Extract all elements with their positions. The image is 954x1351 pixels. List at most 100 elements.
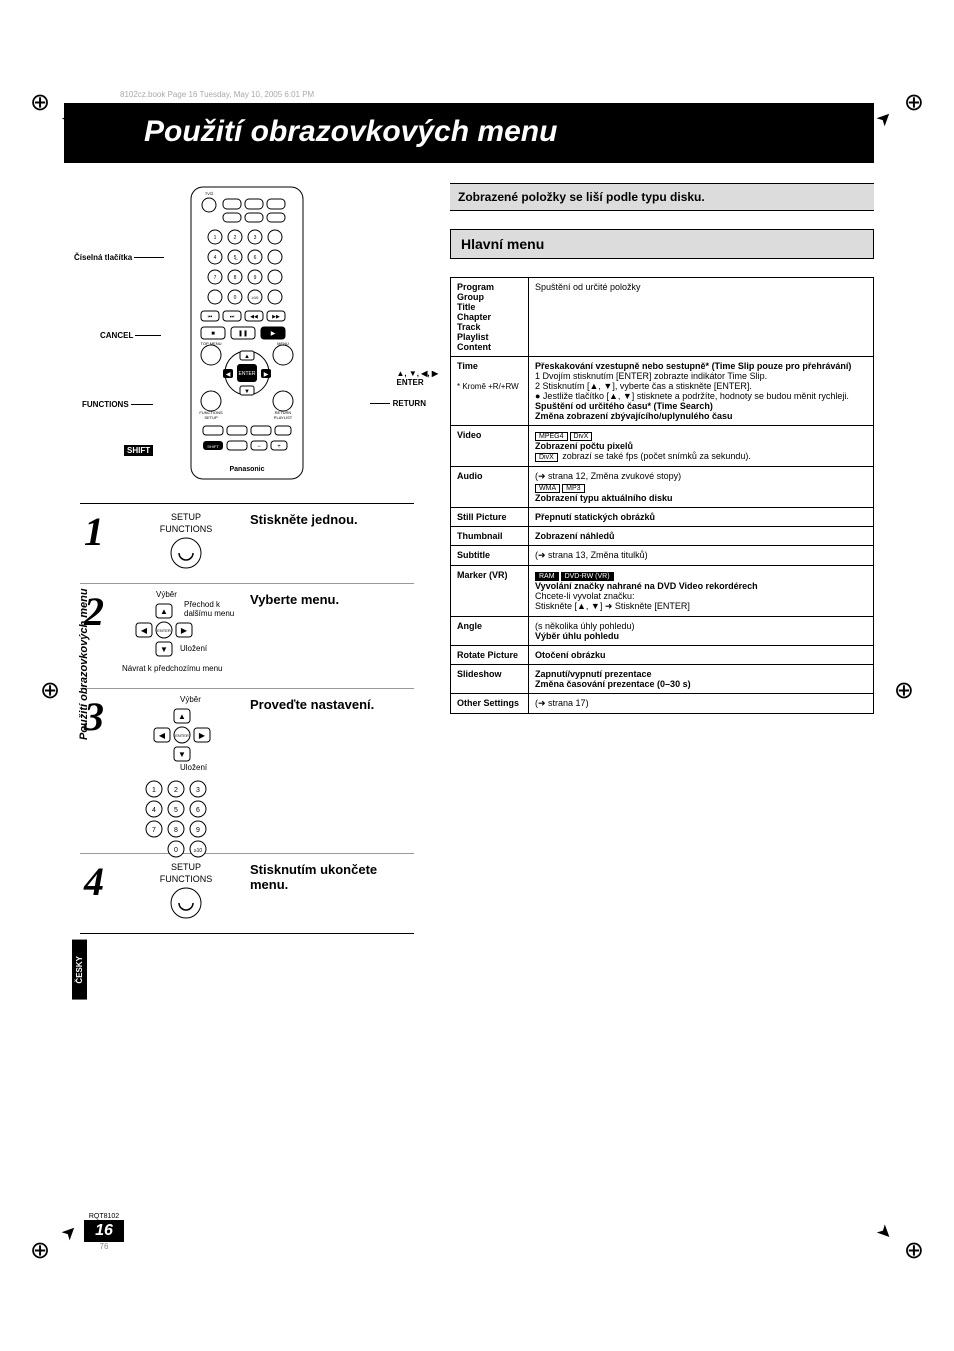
step-1: 1 SETUP FUNCTIONS Stiskněte jednou. bbox=[80, 504, 414, 584]
table-label: Thumbnail bbox=[451, 527, 529, 546]
table-body: Zapnutí/vypnutí prezentaceZměna časování… bbox=[529, 665, 874, 694]
svg-text:4: 4 bbox=[152, 807, 156, 814]
svg-text:◀◀: ◀◀ bbox=[250, 314, 258, 320]
page-meta: 8102cz.book Page 16 Tuesday, May 10, 200… bbox=[120, 90, 874, 99]
reg-mark-icon: ⊕ bbox=[894, 676, 914, 705]
svg-text:▲: ▲ bbox=[244, 354, 250, 360]
table-row: Time* Kromě +R/+RWPřeskakování vzestupně… bbox=[451, 357, 874, 426]
svg-text:▶: ▶ bbox=[181, 626, 188, 635]
step3-store: Uložení bbox=[180, 763, 207, 772]
svg-text:8: 8 bbox=[234, 275, 237, 281]
svg-text:ENTER: ENTER bbox=[239, 371, 256, 377]
step-number: 4 bbox=[84, 860, 122, 927]
reg-mark-icon: ⊕ bbox=[904, 88, 924, 117]
step-4: 4 SETUP FUNCTIONS Stisknutím ukončete me… bbox=[80, 854, 414, 934]
svg-text:5: 5 bbox=[174, 807, 178, 814]
svg-text:◀: ◀ bbox=[226, 372, 231, 378]
table-label: Time* Kromě +R/+RW bbox=[451, 357, 529, 426]
svg-text:+: + bbox=[277, 444, 281, 450]
svg-text:◀: ◀ bbox=[159, 731, 166, 740]
table-label: Angle bbox=[451, 617, 529, 646]
page-footer: RQT8102 16 76 bbox=[84, 1213, 124, 1251]
svg-text:▶: ▶ bbox=[264, 372, 269, 378]
step4-caption1: SETUP bbox=[122, 862, 250, 872]
svg-text:◀: ◀ bbox=[141, 626, 148, 635]
svg-text:SETUP: SETUP bbox=[204, 415, 218, 420]
svg-text:▶: ▶ bbox=[271, 331, 276, 337]
svg-text:3: 3 bbox=[254, 235, 257, 241]
svg-text:6: 6 bbox=[254, 255, 257, 261]
step2-instruction: Vyberte menu. bbox=[250, 590, 410, 682]
table-body: RAMDVD-RW (VR)Vyvolání značky nahrané na… bbox=[529, 566, 874, 617]
svg-text:9: 9 bbox=[196, 827, 200, 834]
table-row: VideoMPEG4DivXZobrazení počtu pixelůDivX… bbox=[451, 426, 874, 467]
table-row: ProgramGroupTitleChapterTrackPlaylistCon… bbox=[451, 278, 874, 357]
reg-mark-icon: ⊕ bbox=[30, 88, 50, 117]
step1-caption1: SETUP bbox=[122, 512, 250, 522]
svg-text:▲: ▲ bbox=[178, 712, 186, 721]
table-label: ProgramGroupTitleChapterTrackPlaylistCon… bbox=[451, 278, 529, 357]
callout-shift: SHIFT bbox=[127, 446, 150, 455]
table-body: Otočení obrázku bbox=[529, 646, 874, 665]
svg-text:7: 7 bbox=[152, 827, 156, 834]
table-row: Subtitle(➜ strana 13, Změna titulků) bbox=[451, 546, 874, 566]
side-section-title: Použití obrazovkových menu bbox=[78, 588, 90, 740]
table-row: Other Settings(➜ strana 17) bbox=[451, 694, 874, 714]
table-label: Still Picture bbox=[451, 508, 529, 527]
reg-mark-icon: ⊕ bbox=[904, 1236, 924, 1265]
svg-text:2: 2 bbox=[234, 235, 237, 241]
table-body: (➜ strana 17) bbox=[529, 694, 874, 714]
step-2: 2 Výběr Přechod k dalšímu menu ▲ ▼ ◀ ▶ E… bbox=[80, 584, 414, 689]
svg-text:▶▶: ▶▶ bbox=[272, 314, 280, 320]
step1-caption2: FUNCTIONS bbox=[122, 524, 250, 534]
svg-text:6: 6 bbox=[196, 807, 200, 814]
table-body: (➜ strana 12, Změna zvukové stopy)WMAMP3… bbox=[529, 467, 874, 508]
table-body: Spuštění od určité položky bbox=[529, 278, 874, 357]
rqt-code: RQT8102 bbox=[84, 1213, 124, 1220]
svg-text:ENTER: ENTER bbox=[175, 733, 189, 738]
svg-text:3: 3 bbox=[196, 787, 200, 794]
table-label: Subtitle bbox=[451, 546, 529, 566]
table-label: Audio bbox=[451, 467, 529, 508]
table-row: Audio(➜ strana 12, Změna zvukové stopy)W… bbox=[451, 467, 874, 508]
callout-functions: FUNCTIONS bbox=[82, 400, 129, 409]
table-label: Rotate Picture bbox=[451, 646, 529, 665]
svg-text:1: 1 bbox=[152, 787, 156, 794]
svg-text:SHIFT: SHIFT bbox=[207, 444, 219, 449]
step4-instruction: Stisknutím ukončete menu. bbox=[250, 860, 410, 927]
svg-text:≥10: ≥10 bbox=[252, 295, 259, 300]
dpad-icon: ▲ ▼ ◀ ▶ ENTER bbox=[146, 707, 218, 763]
reg-mark-icon: ⊕ bbox=[40, 676, 60, 705]
step1-instruction: Stiskněte jednou. bbox=[250, 510, 410, 577]
step4-caption2: FUNCTIONS bbox=[122, 874, 250, 884]
step2-prevmenu: Návrat k předchozímu menu bbox=[122, 664, 223, 673]
table-body: Přeskakování vzestupně nebo sestupně* (T… bbox=[529, 357, 874, 426]
table-body: (➜ strana 13, Změna titulků) bbox=[529, 546, 874, 566]
section-band: Hlavní menu bbox=[450, 229, 874, 259]
svg-text:⏭: ⏭ bbox=[230, 314, 235, 320]
table-row: SlideshowZapnutí/vypnutí prezentaceZměna… bbox=[451, 665, 874, 694]
steps-list: 1 SETUP FUNCTIONS Stiskněte jednou. 2 bbox=[80, 503, 414, 934]
numpad-bottom-icon: 0 ≥10 bbox=[164, 839, 214, 861]
note-band: Zobrazené položky se liší podle typu dis… bbox=[450, 183, 874, 211]
step3-instruction: Proveďte nastavení. bbox=[250, 695, 410, 847]
table-label: Other Settings bbox=[451, 694, 529, 714]
svg-text:❚❚: ❚❚ bbox=[238, 330, 248, 337]
svg-text:TV⏻: TV⏻ bbox=[205, 191, 214, 196]
table-body: Přepnutí statických obrázků bbox=[529, 508, 874, 527]
functions-button-icon bbox=[169, 536, 203, 570]
step2-store: Uložení bbox=[180, 644, 207, 653]
callout-return: RETURN bbox=[393, 399, 426, 408]
crop-arrow-icon: ➤ bbox=[872, 1220, 898, 1246]
table-body: (s několika úhly pohledu)Výběr úhlu pohl… bbox=[529, 617, 874, 646]
table-row: ThumbnailZobrazení náhledů bbox=[451, 527, 874, 546]
svg-text:Panasonic: Panasonic bbox=[229, 466, 264, 473]
table-body: MPEG4DivXZobrazení počtu pixelůDivX zobr… bbox=[529, 426, 874, 467]
svg-text:9: 9 bbox=[254, 275, 257, 281]
svg-text:≥10: ≥10 bbox=[194, 848, 203, 854]
callout-arrows: ▲, ▼, ◀, ▶ bbox=[397, 369, 438, 378]
reg-mark-icon: ⊕ bbox=[30, 1236, 50, 1265]
svg-text:▼: ▼ bbox=[160, 645, 168, 654]
svg-text:■: ■ bbox=[211, 331, 215, 337]
svg-text:▼: ▼ bbox=[244, 389, 250, 395]
